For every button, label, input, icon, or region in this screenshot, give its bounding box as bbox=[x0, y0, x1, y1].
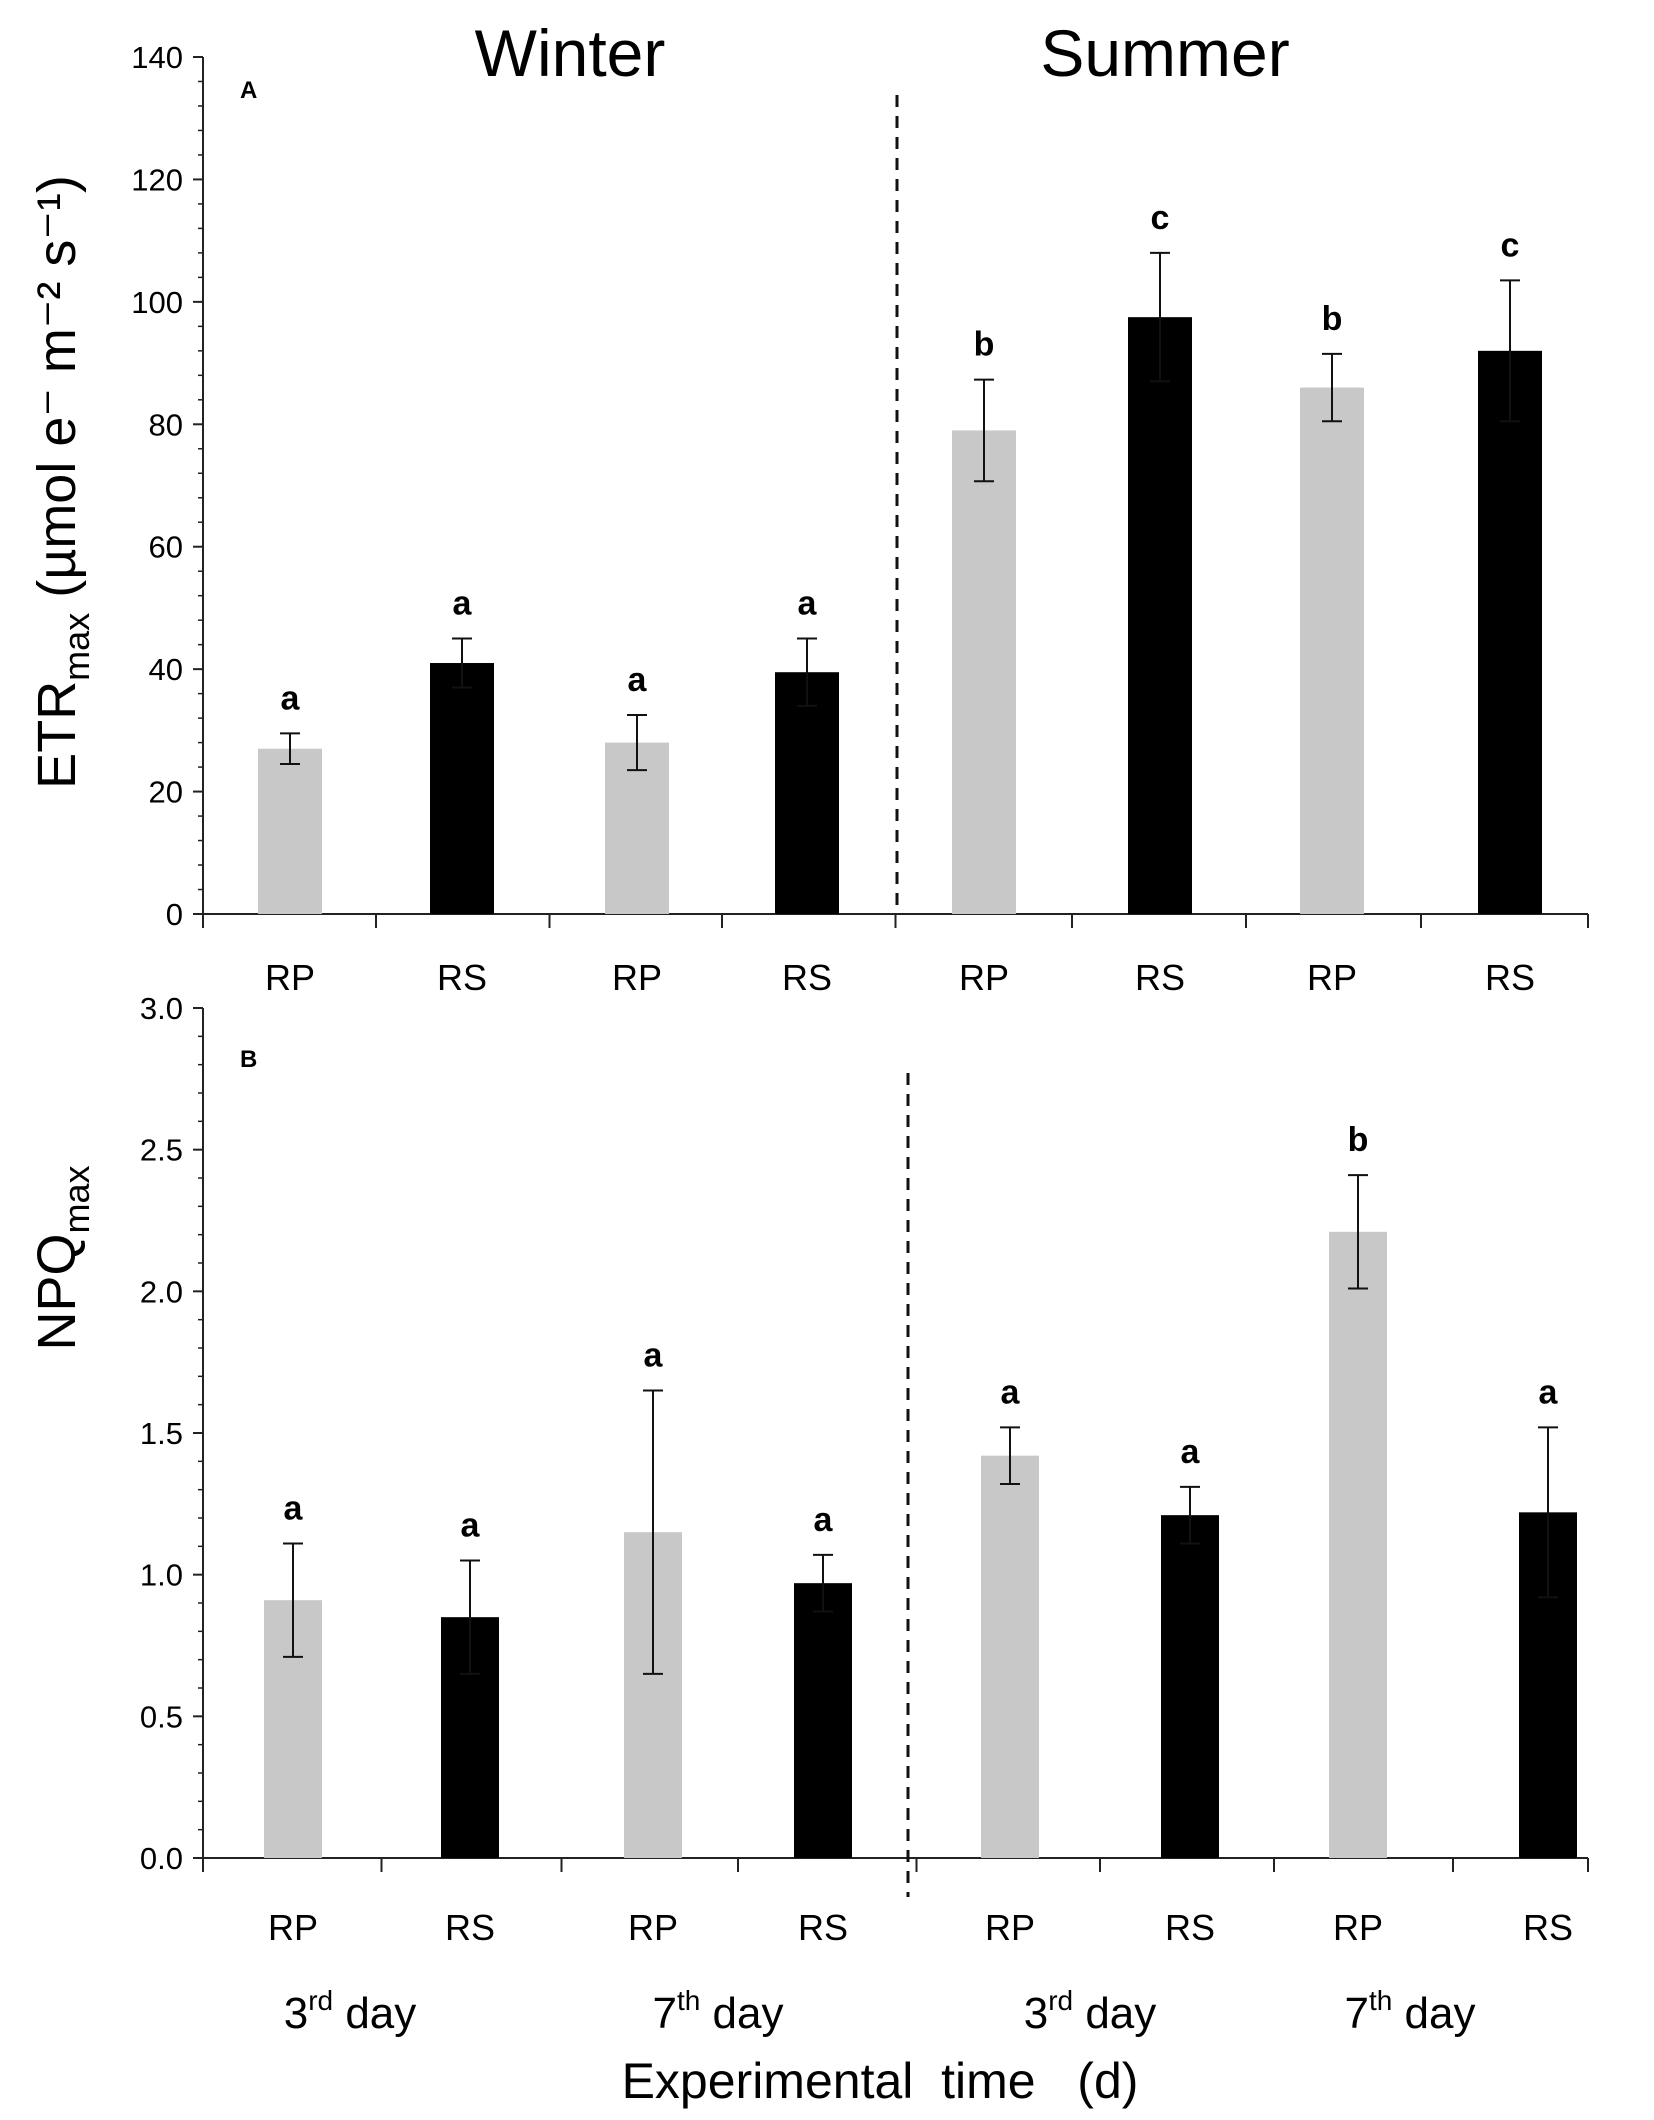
y-tick-label: 0.5 bbox=[140, 1699, 183, 1734]
category-label: RS bbox=[437, 957, 487, 998]
significance-letter: a bbox=[1539, 1373, 1559, 1411]
significance-letter: a bbox=[281, 679, 301, 717]
panel-a-ylabel-unit: (µmol e⁻ m⁻² s⁻¹) bbox=[27, 175, 87, 598]
y-tick-label: 140 bbox=[131, 40, 183, 75]
day-label-summer-7: 7th day bbox=[1344, 1985, 1475, 2038]
category-label: RP bbox=[612, 957, 662, 998]
category-label: RS bbox=[1165, 1907, 1215, 1948]
panel-b-plot: 0.0 0.5 1.0 1.5 2.0 2.5 3.0 a RP a RS a RP a RS a RP a RS b… bbox=[140, 991, 1589, 1948]
bar-rs-5 bbox=[1128, 317, 1192, 914]
panel-a-plot: 0 20 40 60 80 100 120 140 a RP a RS a RP a RS b RP c RS b RP c… bbox=[131, 40, 1589, 998]
significance-letter: a bbox=[628, 661, 648, 699]
y-tick-label: 2.0 bbox=[140, 1274, 183, 1309]
category-label: RS bbox=[1523, 1907, 1573, 1948]
bar-rp-4 bbox=[981, 1455, 1039, 1858]
category-label: RS bbox=[1135, 957, 1185, 998]
y-tick-label: 60 bbox=[149, 530, 183, 565]
significance-letter: a bbox=[461, 1507, 481, 1545]
y-tick-label: 1.5 bbox=[140, 1416, 183, 1451]
y-tick-label: 3.0 bbox=[140, 991, 183, 1026]
significance-letter: c bbox=[1151, 199, 1170, 237]
category-label: RP bbox=[1307, 957, 1357, 998]
bar-rs-3 bbox=[794, 1583, 852, 1858]
y-tick-label: 80 bbox=[149, 407, 183, 442]
category-label: RS bbox=[445, 1907, 495, 1948]
y-tick-label: 40 bbox=[149, 652, 183, 687]
bar-rp-0 bbox=[258, 748, 322, 914]
season-label-summer: Summer bbox=[1040, 16, 1289, 90]
category-label: RS bbox=[798, 1907, 848, 1948]
significance-letter: a bbox=[453, 585, 473, 623]
y-tick-label: 120 bbox=[131, 162, 183, 197]
significance-letter: b bbox=[974, 326, 995, 364]
y-tick-label: 1.0 bbox=[140, 1558, 183, 1593]
bar-rs-7 bbox=[1478, 350, 1542, 914]
panel-b-ylabel-sub: max bbox=[56, 1165, 97, 1233]
category-label: RS bbox=[1485, 957, 1535, 998]
bar-rp-6 bbox=[1329, 1231, 1387, 1858]
significance-letter: b bbox=[1348, 1121, 1369, 1159]
day-label-summer-3: 3rd day bbox=[1024, 1985, 1157, 2038]
significance-letter: a bbox=[798, 585, 818, 623]
day-label-winter-7: 7th day bbox=[652, 1985, 783, 2038]
y-tick-label: 0 bbox=[166, 897, 183, 932]
significance-letter: a bbox=[1181, 1433, 1201, 1471]
panel-b-ylabel: NPQmax bbox=[27, 1165, 97, 1350]
category-label: RP bbox=[265, 957, 315, 998]
significance-letter: c bbox=[1501, 226, 1520, 264]
y-tick-label: 2.5 bbox=[140, 1133, 183, 1168]
bar-rp-6 bbox=[1300, 387, 1364, 914]
bar-rp-2 bbox=[605, 742, 669, 914]
bar-rs-1 bbox=[430, 663, 494, 914]
significance-letter: a bbox=[644, 1337, 664, 1375]
panel-b-ylabel-main: NPQ bbox=[27, 1233, 87, 1350]
category-label: RP bbox=[628, 1907, 678, 1948]
y-tick-label: 0.0 bbox=[140, 1841, 183, 1876]
category-label: RP bbox=[985, 1907, 1035, 1948]
significance-letter: a bbox=[1001, 1373, 1021, 1411]
panel-a-ylabel-sub: max bbox=[56, 613, 97, 681]
category-label: RS bbox=[782, 957, 832, 998]
panel-a-ylabel-main: ETR bbox=[27, 681, 87, 789]
y-tick-label: 100 bbox=[131, 285, 183, 320]
significance-letter: a bbox=[814, 1501, 834, 1539]
category-label: RP bbox=[959, 957, 1009, 998]
bar-rs-5 bbox=[1161, 1515, 1219, 1858]
panel-letter-a: A bbox=[240, 77, 257, 104]
category-label: RP bbox=[1333, 1907, 1383, 1948]
panel-a-ylabel: ETRmax (µmol e⁻ m⁻² s⁻¹) bbox=[27, 175, 97, 789]
panel-letter-b: B bbox=[240, 1046, 257, 1073]
significance-letter: b bbox=[1322, 300, 1343, 338]
day-label-winter-3: 3rd day bbox=[284, 1985, 417, 2038]
bar-rp-4 bbox=[952, 430, 1016, 914]
category-label: RP bbox=[268, 1907, 318, 1948]
season-label-winter: Winter bbox=[475, 16, 666, 90]
significance-letter: a bbox=[284, 1490, 304, 1528]
x-axis-label: Experimental time (d) bbox=[622, 2053, 1139, 2109]
bar-rs-3 bbox=[775, 672, 839, 914]
y-tick-label: 20 bbox=[149, 775, 183, 810]
